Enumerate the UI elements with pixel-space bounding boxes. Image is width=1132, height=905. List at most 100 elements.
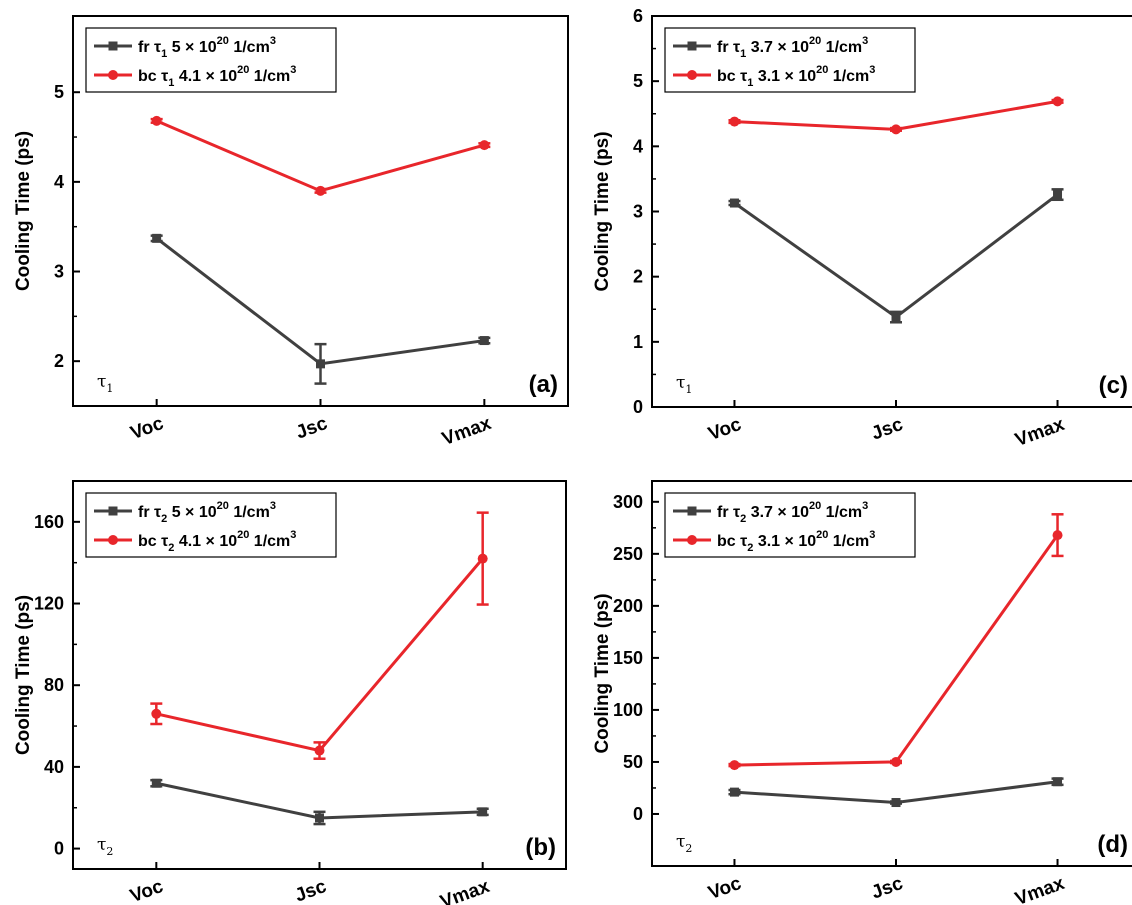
tau-label: τ1 bbox=[676, 373, 692, 396]
chart-panel-a: 2 3 4 5 Voc Jsc Vmax Cooling Time (ps) fr τ1 5 ×… bbox=[13, 15, 569, 450]
legend-marker bbox=[108, 70, 118, 80]
legend-marker bbox=[108, 506, 118, 516]
legend-label: fr τ2 3.7 × 1020 1/cm3 bbox=[717, 500, 868, 525]
series-bc bbox=[150, 511, 489, 760]
series-fr bbox=[150, 233, 491, 385]
x-tick-label: Jsc bbox=[292, 876, 329, 905]
data-point bbox=[1053, 190, 1063, 200]
y-tick-label: 3 bbox=[54, 262, 64, 282]
tau-label: τ2 bbox=[676, 832, 692, 855]
panel-label: (b) bbox=[525, 834, 556, 861]
data-point bbox=[151, 778, 161, 788]
data-point bbox=[315, 185, 326, 196]
data-point bbox=[315, 813, 324, 823]
x-tick-label: Vmax bbox=[1012, 873, 1067, 905]
chart-panel-d: 0 50 100 150 200 250 300 Voc Jsc Vmax Cooling Time… bbox=[592, 480, 1132, 905]
data-point bbox=[729, 760, 740, 771]
x-tick-label: Vmax bbox=[1012, 414, 1067, 451]
chart-panel-c: 0 1 2 3 4 5 6 Voc Jsc Vmax Cooling Time (ps) fr τ1 … bbox=[592, 6, 1132, 451]
panel-label: (c) bbox=[1099, 372, 1128, 399]
x-tick-label: Voc bbox=[706, 414, 745, 445]
y-tick-label: 50 bbox=[623, 752, 643, 772]
y-tick-label: 150 bbox=[613, 648, 643, 668]
data-point bbox=[479, 336, 489, 346]
x-tick-label: Jsc bbox=[869, 873, 906, 904]
panel-label: (d) bbox=[1097, 831, 1128, 858]
y-axis-label: Cooling Time (ps) bbox=[13, 595, 34, 755]
y-tick-label: 160 bbox=[34, 512, 64, 532]
legend-label: bc τ1 4.1 × 1020 1/cm3 bbox=[138, 64, 296, 89]
data-point bbox=[1052, 530, 1063, 541]
x-tick-label: Vmax bbox=[439, 413, 494, 450]
legend-label: fr τ1 5 × 1020 1/cm3 bbox=[138, 35, 276, 60]
x-tick-label: Jsc bbox=[869, 414, 906, 445]
y-axis-label: Cooling Time (ps) bbox=[13, 131, 34, 291]
legend-marker bbox=[108, 535, 118, 545]
y-tick-label: 40 bbox=[44, 757, 64, 777]
chart-panel-b: 0 40 80 120 160 Voc Jsc Vmax Cooling Time (ps) fr… bbox=[13, 480, 567, 905]
series-fr bbox=[728, 188, 1064, 324]
y-tick-label: 2 bbox=[54, 351, 64, 371]
y-tick-label: 5 bbox=[54, 82, 64, 102]
y-tick-label: 200 bbox=[613, 596, 643, 616]
y-axis-label: Cooling Time (ps) bbox=[592, 593, 613, 753]
x-tick-label: Voc bbox=[706, 873, 745, 904]
y-tick-label: 300 bbox=[613, 492, 643, 512]
y-tick-label: 5 bbox=[633, 71, 643, 91]
data-point bbox=[729, 116, 740, 127]
data-point bbox=[891, 798, 901, 808]
data-point bbox=[891, 312, 901, 322]
legend-box bbox=[664, 492, 916, 558]
panel-label: (a) bbox=[529, 371, 558, 398]
data-point bbox=[729, 198, 739, 208]
series-line bbox=[734, 534, 1059, 767]
y-tick-label: 3 bbox=[633, 202, 643, 222]
legend-marker bbox=[687, 41, 697, 51]
data-point bbox=[316, 359, 325, 369]
tau-label: τ1 bbox=[97, 372, 113, 395]
y-tick-label: 1 bbox=[633, 332, 643, 352]
y-tick-label: 4 bbox=[633, 136, 643, 156]
x-tick-label: Jsc bbox=[293, 413, 330, 444]
legend-marker bbox=[687, 70, 697, 80]
series-line bbox=[156, 119, 485, 193]
series-line bbox=[733, 193, 1059, 319]
y-tick-label: 120 bbox=[34, 594, 64, 614]
data-point bbox=[891, 124, 901, 135]
legend-marker bbox=[687, 535, 697, 545]
legend: fr τ1 5 × 1020 1/cm3 bc τ1 4.1 × 1020 1/c… bbox=[85, 27, 337, 93]
y-axis-label: Cooling Time (ps) bbox=[592, 131, 613, 291]
legend-label: bc τ2 3.1 × 1020 1/cm3 bbox=[717, 529, 875, 554]
legend-marker bbox=[687, 506, 697, 516]
legend-box bbox=[85, 492, 337, 558]
data-point bbox=[1053, 777, 1063, 787]
y-tick-label: 2 bbox=[633, 267, 643, 287]
legend-label: fr τ1 3.7 × 1020 1/cm3 bbox=[717, 35, 868, 60]
legend-label: bc τ2 4.1 × 1020 1/cm3 bbox=[138, 529, 296, 554]
data-point bbox=[891, 756, 901, 767]
data-point bbox=[151, 115, 162, 126]
x-tick-label: Voc bbox=[127, 876, 166, 905]
series-fr bbox=[728, 777, 1064, 808]
data-point bbox=[314, 745, 325, 756]
legend: fr τ2 3.7 × 1020 1/cm3 bc τ2 3.1 × 1020 1… bbox=[664, 492, 916, 558]
data-point bbox=[477, 553, 488, 564]
y-tick-label: 80 bbox=[44, 675, 64, 695]
tau-label: τ2 bbox=[97, 835, 113, 858]
data-point bbox=[478, 807, 488, 817]
legend-label: fr τ2 5 × 1020 1/cm3 bbox=[138, 500, 276, 525]
x-tick-label: Vmax bbox=[438, 876, 493, 905]
y-tick-label: 0 bbox=[633, 397, 643, 417]
y-tick-label: 6 bbox=[633, 6, 643, 26]
legend-box bbox=[85, 27, 337, 93]
y-tick-label: 0 bbox=[633, 804, 643, 824]
legend-box bbox=[664, 27, 916, 93]
legend-label: bc τ1 3.1 × 1020 1/cm3 bbox=[717, 64, 875, 89]
series-fr bbox=[150, 778, 489, 826]
legend: fr τ2 5 × 1020 1/cm3 bc τ2 4.1 × 1020 1/c… bbox=[85, 492, 337, 558]
data-point bbox=[152, 233, 162, 243]
series-bc bbox=[728, 96, 1064, 135]
series-line bbox=[155, 557, 484, 753]
data-point bbox=[1052, 96, 1063, 107]
